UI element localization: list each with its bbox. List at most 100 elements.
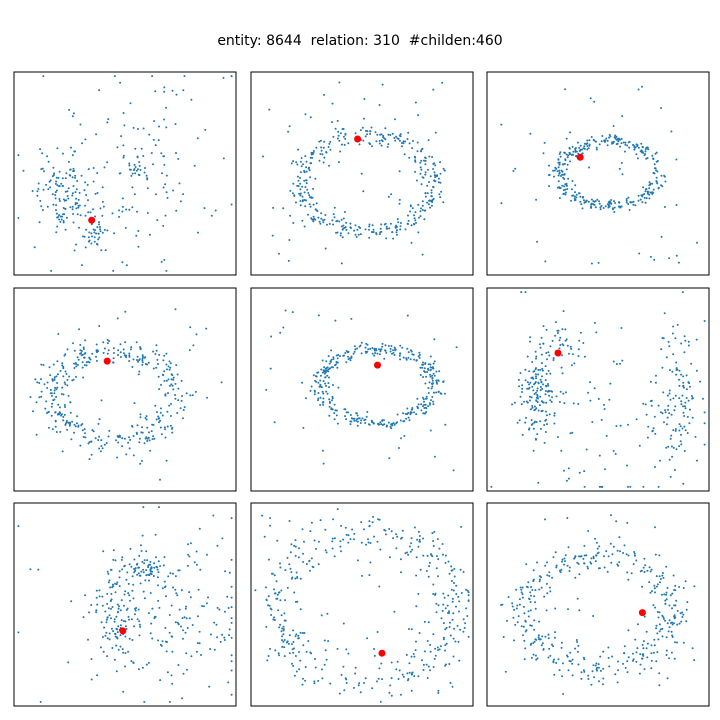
data-point — [532, 642, 535, 644]
data-point — [536, 401, 539, 403]
data-point — [675, 367, 678, 370]
data-point — [587, 678, 590, 680]
data-point — [610, 199, 613, 201]
data-point — [602, 683, 604, 686]
data-point — [442, 636, 445, 639]
data-point — [368, 236, 371, 239]
scatter-panel-2 — [250, 71, 474, 276]
data-point — [352, 352, 355, 355]
data-point — [421, 366, 424, 369]
data-point — [123, 437, 126, 440]
data-point — [114, 559, 117, 562]
data-point — [64, 406, 66, 408]
data-point — [62, 198, 65, 201]
scatter-panel-1 — [13, 71, 237, 276]
data-point — [160, 152, 163, 155]
data-point — [633, 551, 636, 553]
data-point — [665, 654, 668, 656]
data-point — [279, 331, 282, 334]
data-point — [661, 574, 664, 577]
data-point — [267, 558, 270, 561]
data-point — [571, 662, 574, 665]
data-point — [563, 192, 566, 195]
data-point — [524, 291, 527, 294]
data-point — [608, 133, 611, 136]
data-point — [403, 434, 406, 437]
data-point — [437, 604, 440, 607]
data-point — [301, 683, 304, 686]
data-point — [369, 347, 372, 350]
data-point — [146, 212, 149, 214]
data-point — [128, 355, 131, 358]
data-point — [548, 571, 551, 574]
data-point — [376, 352, 379, 355]
data-point — [672, 397, 675, 400]
data-point — [74, 150, 76, 153]
data-point — [545, 410, 547, 413]
data-point — [163, 354, 166, 357]
data-point — [367, 538, 369, 541]
data-point — [74, 191, 77, 194]
data-point — [99, 646, 102, 649]
data-point — [323, 369, 326, 372]
data-point — [431, 374, 434, 377]
data-point — [393, 137, 396, 139]
data-point — [314, 666, 317, 669]
data-point — [539, 389, 542, 392]
data-point — [158, 506, 160, 509]
data-point — [413, 526, 416, 529]
data-point — [327, 640, 330, 642]
data-point — [442, 167, 445, 170]
data-point — [319, 153, 322, 155]
data-point — [300, 165, 303, 168]
data-point — [569, 131, 572, 134]
data-point — [103, 626, 106, 629]
data-point — [646, 656, 649, 659]
data-point — [155, 418, 158, 421]
data-point — [85, 361, 88, 364]
data-point — [332, 384, 334, 386]
data-point — [392, 237, 395, 240]
data-point — [124, 620, 127, 623]
data-point — [381, 342, 384, 345]
data-point — [72, 112, 75, 115]
data-point — [413, 675, 416, 678]
data-point — [526, 355, 529, 358]
data-point — [567, 608, 569, 611]
data-point — [659, 581, 661, 584]
data-point — [574, 576, 577, 579]
data-point — [85, 194, 88, 196]
data-point — [545, 418, 548, 421]
data-point — [277, 652, 280, 655]
data-point — [71, 154, 74, 157]
data-point — [381, 345, 384, 348]
data-point — [64, 228, 67, 231]
data-point — [618, 536, 621, 539]
data-point — [426, 554, 429, 557]
data-point — [589, 97, 592, 100]
data-point — [296, 175, 299, 178]
data-point — [159, 411, 162, 414]
data-point — [571, 145, 574, 148]
data-point — [388, 556, 391, 559]
data-point — [566, 344, 569, 347]
data-point — [547, 383, 549, 385]
data-point — [683, 450, 686, 452]
data-point — [448, 610, 450, 613]
data-point — [80, 174, 83, 177]
data-point — [674, 429, 677, 432]
data-point — [101, 231, 104, 234]
data-point — [141, 666, 144, 669]
data-point — [609, 542, 612, 545]
data-point — [182, 637, 184, 640]
data-point — [212, 514, 215, 517]
data-point — [108, 638, 111, 641]
data-point — [392, 422, 395, 425]
data-point — [214, 209, 217, 212]
data-point — [576, 650, 579, 653]
data-point — [157, 415, 160, 418]
data-point — [595, 662, 598, 665]
data-point — [322, 161, 325, 164]
data-point — [186, 627, 189, 629]
data-point — [73, 367, 76, 369]
